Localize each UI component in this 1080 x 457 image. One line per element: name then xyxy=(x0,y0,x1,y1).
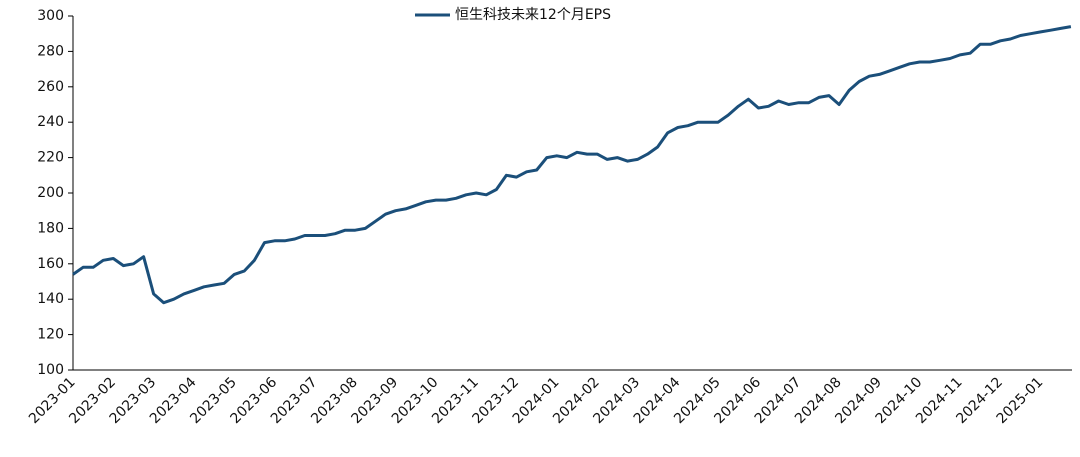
y-tick-label: 180 xyxy=(37,220,64,236)
y-tick-label: 120 xyxy=(37,327,64,343)
y-tick-label: 200 xyxy=(37,185,64,201)
legend-label: 恒生科技未来12个月EPS xyxy=(455,7,611,23)
y-tick-label: 160 xyxy=(37,256,64,272)
y-tick-label: 100 xyxy=(37,362,64,378)
y-tick-label: 240 xyxy=(37,114,64,130)
y-tick-label: 140 xyxy=(37,291,64,307)
y-tick-label: 260 xyxy=(37,79,64,95)
y-tick-label: 300 xyxy=(37,8,64,24)
series-line xyxy=(72,25,1072,305)
y-tick-label: 220 xyxy=(37,150,64,166)
y-tick-label: 280 xyxy=(37,43,64,59)
